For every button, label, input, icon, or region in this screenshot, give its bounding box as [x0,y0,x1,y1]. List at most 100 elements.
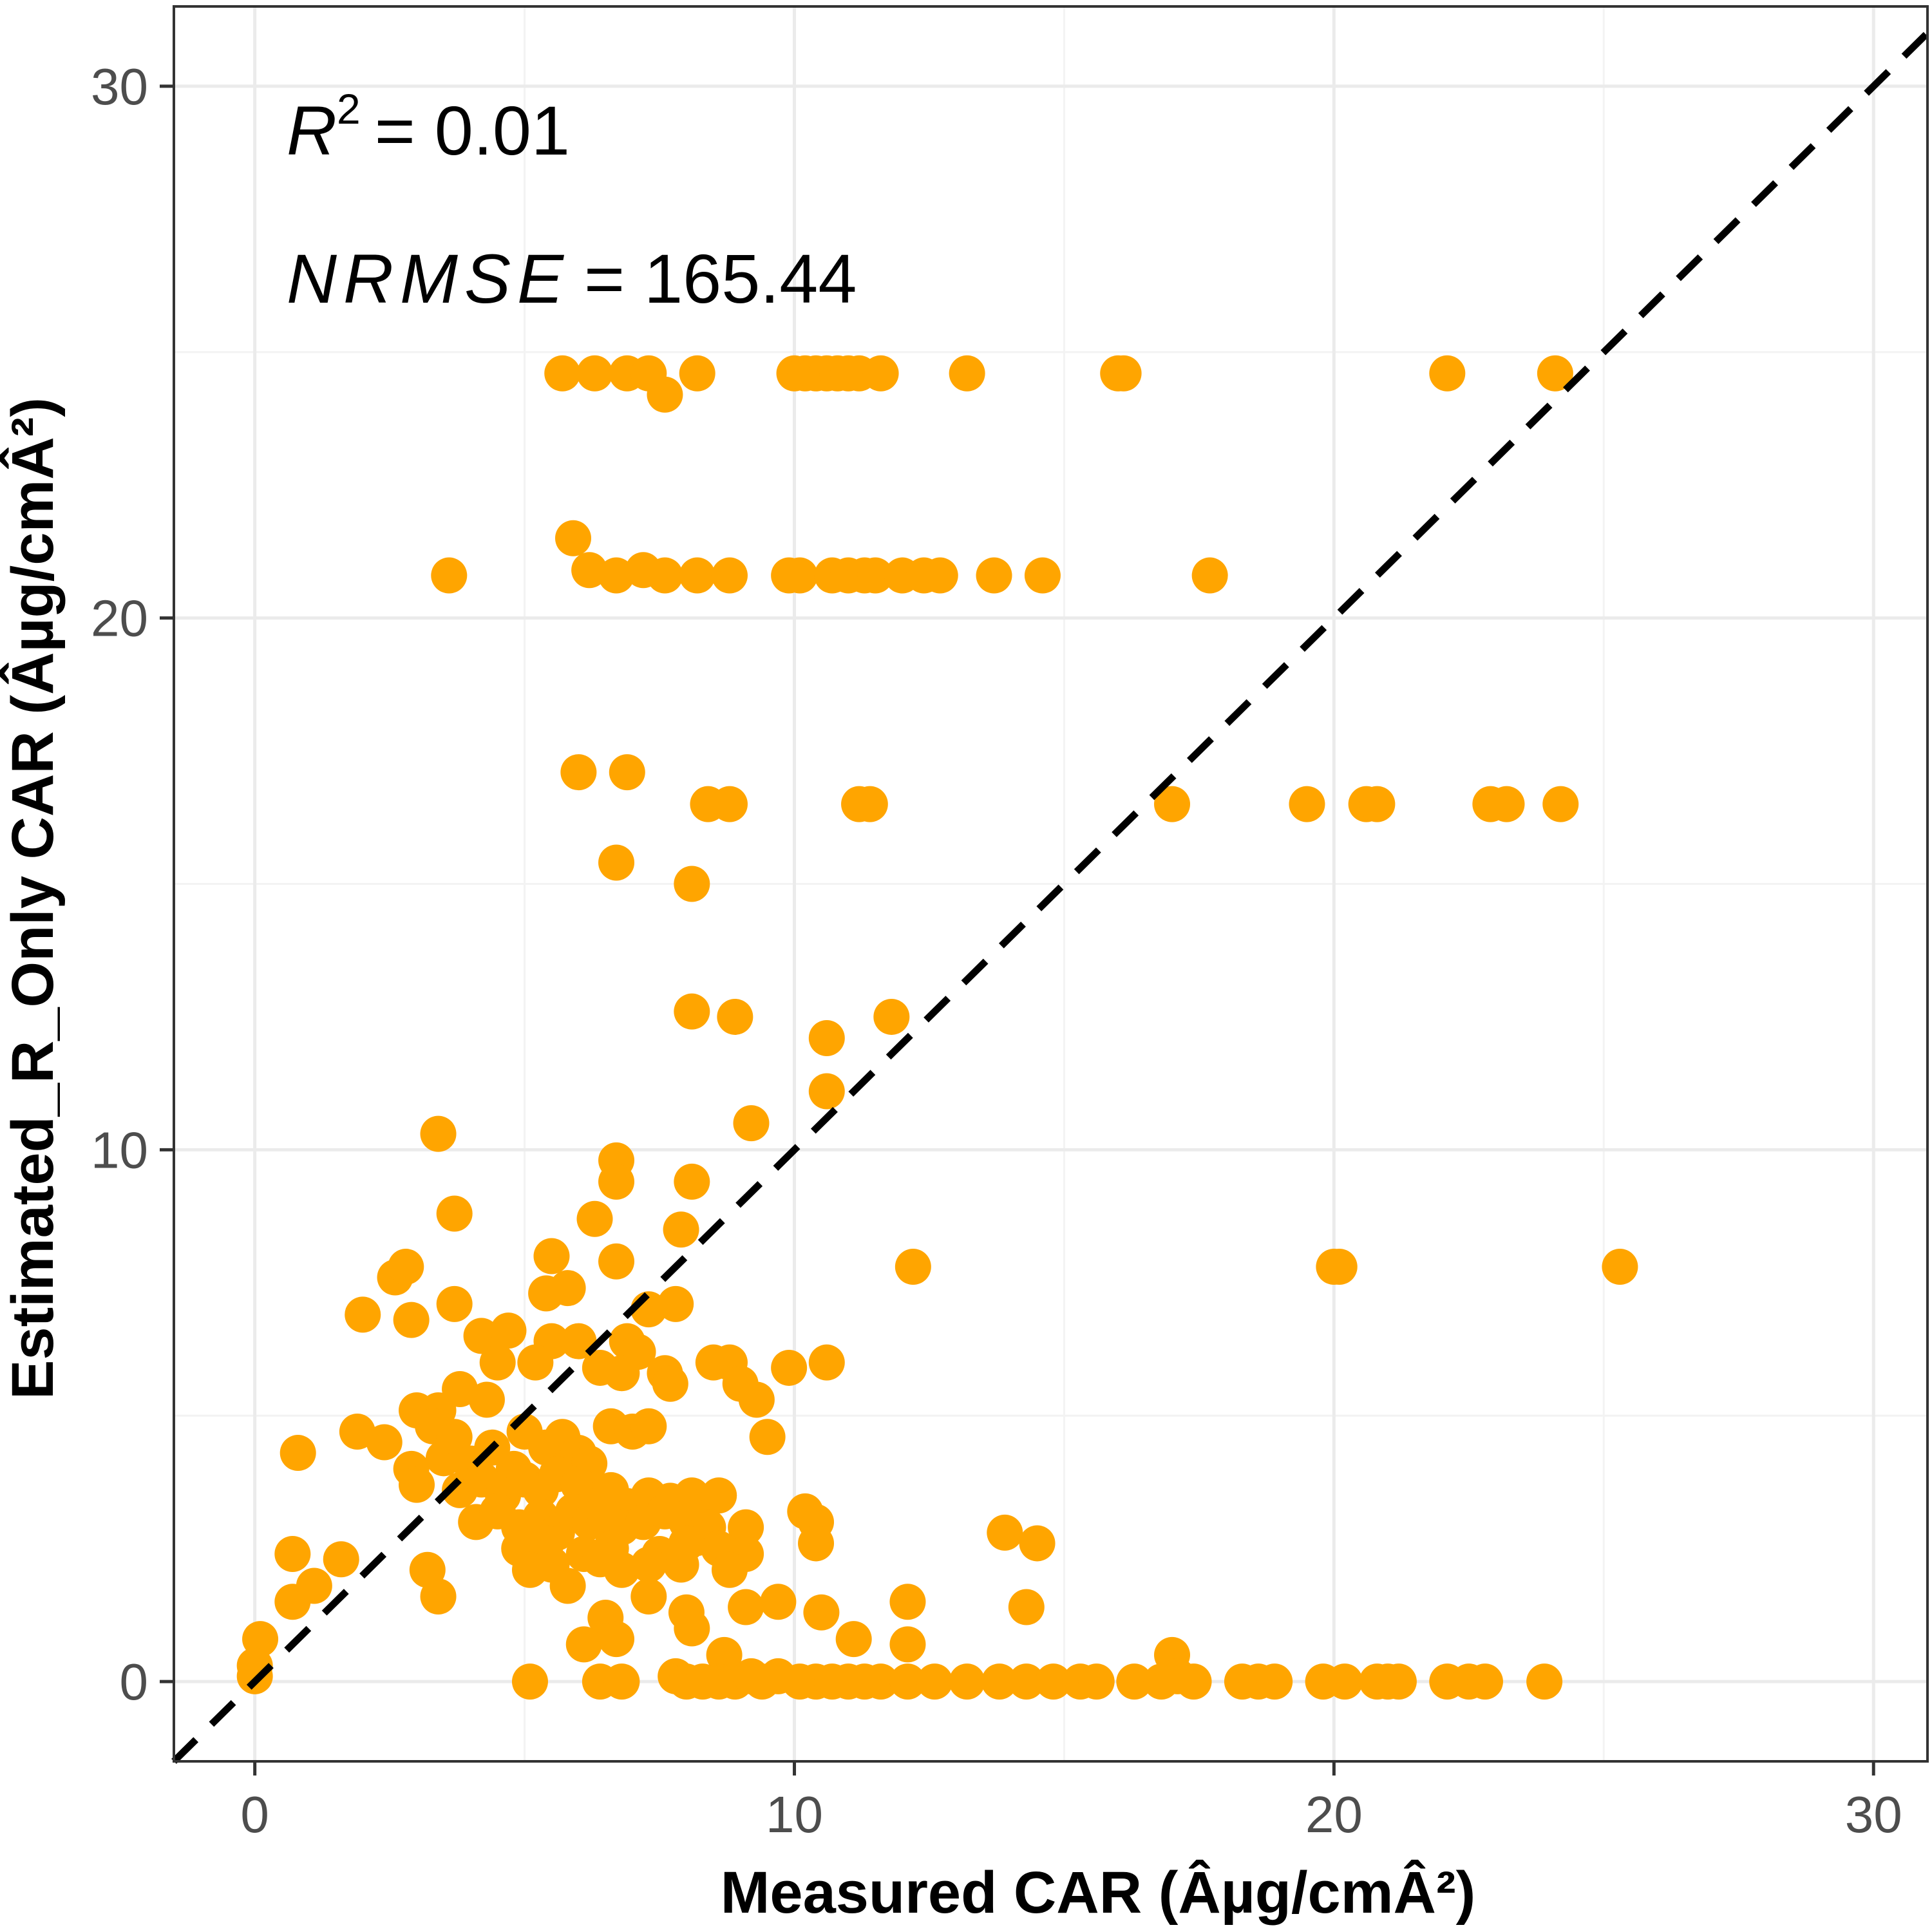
data-point [598,557,635,594]
data-point [1289,786,1325,822]
data-point [1019,1525,1056,1562]
data-point [728,1589,764,1625]
data-point [781,557,818,594]
data-point [1542,786,1579,822]
data-point [738,1381,775,1418]
data-point [658,1285,694,1322]
data-point [598,1163,635,1200]
data-point [609,754,645,791]
r2-superscript: 2 [337,85,361,133]
data-point [808,1019,845,1056]
data-point [1008,1589,1045,1625]
data-point [798,1525,835,1562]
data-point [1256,1663,1293,1700]
data-point [1327,1663,1363,1700]
data-point [549,1567,586,1604]
data-point [603,1355,640,1392]
panel-border [173,5,1929,1763]
data-point [674,993,710,1030]
data-point [1154,786,1191,822]
tick-labels: 0 10 20 30 0 10 20 30 [91,58,1902,1843]
x-tick-label: 30 [1845,1786,1902,1843]
data-point [468,1381,505,1418]
data-points [236,355,1638,1700]
data-point [463,1318,500,1354]
data-point [771,1349,808,1386]
data-point [598,844,635,881]
x-axis-title: Measured CAR (Âµg/cmÂ²) [721,1859,1475,1926]
x-tick-label: 20 [1305,1786,1363,1843]
data-point [1526,1663,1563,1700]
data-point [1537,355,1573,392]
data-point [749,1419,786,1455]
data-point [274,1535,311,1572]
data-point [895,1249,931,1285]
data-point [549,1270,586,1307]
data-point [279,1435,316,1472]
data-point [862,355,899,392]
data-point [630,1408,667,1444]
r2-annotation: R2 = 0.01 [287,85,570,169]
data-point [296,1567,332,1604]
data-point [668,1525,705,1562]
data-point [576,355,613,392]
data-point [674,866,710,902]
data-point [674,1163,710,1200]
data-point [889,1584,926,1620]
data-point [399,1466,435,1503]
data-point [922,557,958,594]
data-point [949,355,985,392]
data-point [1024,557,1061,594]
data-point [987,1514,1023,1551]
data-point [1488,786,1525,822]
data-point [431,557,468,594]
data-point [345,1296,381,1333]
data-point [571,552,608,589]
data-point [598,1243,635,1280]
data-point [630,1546,667,1583]
y-tick-label: 30 [91,58,148,115]
data-point [420,1115,457,1152]
data-point [949,1663,985,1700]
data-point [851,786,888,822]
data-point [647,557,683,594]
data-point [366,1424,402,1461]
data-point [808,1344,845,1381]
data-point [388,1249,424,1285]
data-point [1105,355,1142,392]
data-point [808,1073,845,1110]
data-point [339,1414,375,1450]
data-point [728,1509,764,1546]
data-point [479,1344,516,1381]
data-point [981,1663,1018,1700]
y-axis-title: Estimated_R_Only CAR (Âµg/cmÂ²) [0,397,66,1399]
x-tick-label: 10 [766,1786,823,1843]
data-point [663,1211,699,1248]
data-point [533,1238,570,1274]
data-point [393,1302,430,1338]
data-point [674,1610,710,1647]
data-point [717,998,753,1035]
data-point [544,355,581,392]
data-point [760,1584,797,1620]
data-point [1321,1249,1358,1285]
nrmse-annotation: NRMSE = 165.44 [287,240,857,317]
data-point [916,1663,953,1700]
data-point [889,1663,926,1700]
data-point [711,1551,748,1588]
data-point [701,1477,737,1514]
y-tick-label: 0 [120,1653,149,1710]
data-point [1380,1663,1417,1700]
data-point [1466,1663,1503,1700]
data-point [647,376,683,413]
data-point [1116,1663,1153,1700]
data-point [1191,557,1228,594]
data-point [1008,1663,1045,1700]
data-point [1175,1663,1212,1700]
data-point [630,1578,667,1615]
axis-ticks [160,84,1875,1776]
x-tick-label: 0 [240,1786,269,1843]
data-point [835,1621,872,1658]
identity-line [171,30,1930,1764]
